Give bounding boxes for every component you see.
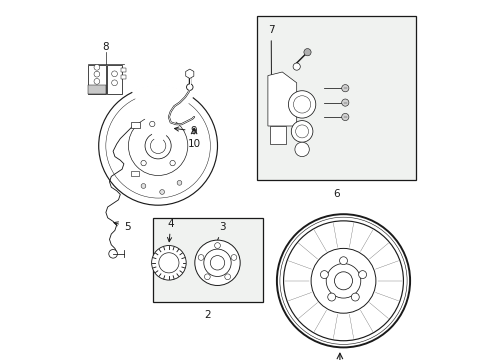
Text: 8: 8 — [102, 42, 109, 52]
Text: 2: 2 — [204, 310, 210, 320]
Circle shape — [177, 180, 182, 185]
Circle shape — [334, 272, 352, 290]
Circle shape — [141, 184, 145, 188]
Text: 6: 6 — [332, 189, 339, 199]
Circle shape — [111, 71, 117, 77]
Circle shape — [310, 248, 375, 313]
Circle shape — [339, 257, 347, 265]
Bar — [131, 171, 139, 176]
Polygon shape — [269, 126, 285, 144]
Text: 9: 9 — [174, 126, 197, 136]
Text: 10: 10 — [187, 139, 200, 149]
Bar — [121, 75, 125, 79]
Bar — [152, 218, 262, 302]
Circle shape — [150, 138, 165, 153]
Polygon shape — [107, 65, 122, 94]
Circle shape — [99, 86, 217, 205]
Polygon shape — [267, 72, 296, 126]
Circle shape — [303, 49, 310, 56]
Circle shape — [320, 271, 327, 279]
Polygon shape — [185, 69, 193, 78]
Circle shape — [111, 80, 117, 86]
Circle shape — [341, 99, 348, 106]
Circle shape — [151, 246, 186, 280]
Circle shape — [325, 264, 360, 298]
Circle shape — [231, 255, 236, 260]
Circle shape — [214, 243, 220, 248]
Circle shape — [294, 142, 309, 157]
Circle shape — [94, 64, 100, 70]
Circle shape — [108, 249, 117, 258]
Circle shape — [351, 293, 359, 301]
Text: 3: 3 — [215, 222, 226, 246]
Circle shape — [341, 85, 348, 92]
Circle shape — [327, 293, 335, 301]
Circle shape — [224, 274, 230, 280]
Text: 4: 4 — [167, 219, 174, 242]
Circle shape — [203, 249, 231, 276]
Circle shape — [292, 63, 300, 70]
Circle shape — [160, 190, 164, 194]
Polygon shape — [88, 85, 106, 94]
Circle shape — [204, 274, 210, 280]
Circle shape — [291, 121, 312, 142]
Circle shape — [194, 240, 240, 285]
Circle shape — [210, 256, 224, 270]
Circle shape — [159, 253, 179, 273]
Circle shape — [341, 113, 348, 121]
Bar — [131, 122, 140, 128]
Circle shape — [288, 91, 315, 118]
Circle shape — [94, 71, 100, 77]
Text: 5: 5 — [114, 222, 130, 232]
Polygon shape — [132, 85, 192, 146]
Circle shape — [94, 78, 100, 84]
Circle shape — [358, 271, 366, 279]
Polygon shape — [88, 65, 106, 94]
Bar — [257, 16, 415, 180]
Circle shape — [186, 84, 193, 90]
Bar — [121, 68, 125, 72]
Circle shape — [198, 255, 203, 260]
Text: 7: 7 — [267, 25, 274, 84]
